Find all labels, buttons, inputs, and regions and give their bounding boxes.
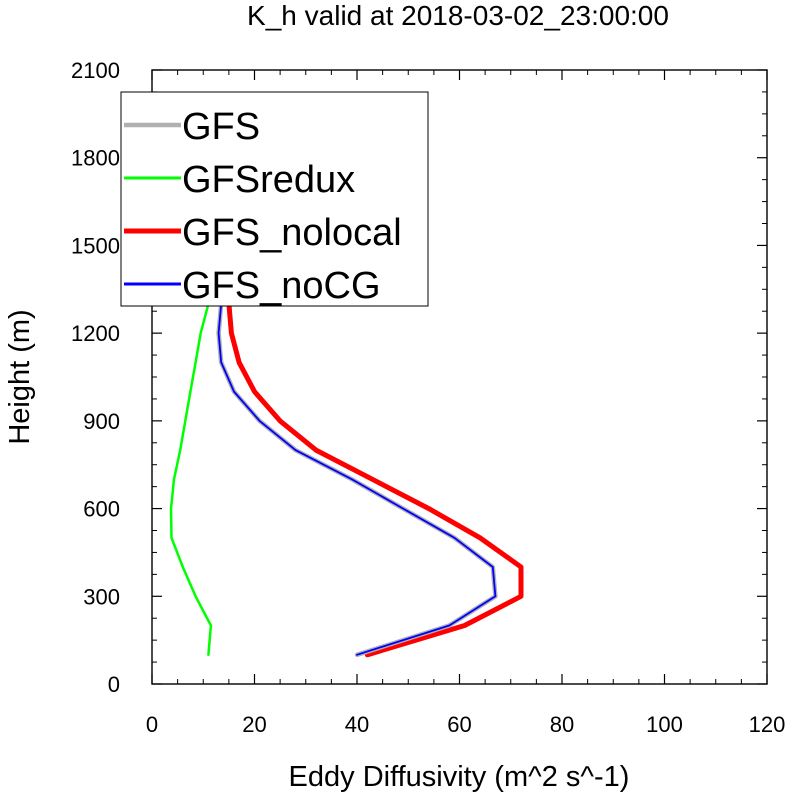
x-tick-label: 20 [242, 712, 266, 737]
y-axis-label: Height (m) [4, 309, 36, 444]
y-tick-label: 1200 [71, 321, 120, 346]
tick-layer: 0 20 40 60 80 100 1200300600900120015001800210… [71, 58, 785, 737]
legend-label: GFSredux [182, 159, 355, 201]
legend-label: GFS_noCG [182, 265, 381, 307]
y-tick-label: 900 [83, 409, 120, 434]
legend-label: GFS [182, 106, 260, 148]
y-tick-label: 1500 [71, 233, 120, 258]
legend: GFS GFSredux GFS_nolocal GFS_noCG [120, 91, 429, 307]
chart-title: K_h valid at 2018-03-02_23:00:00 [247, 0, 669, 31]
x-tick-label: 100 [646, 712, 683, 737]
x-tick-label: 80 [550, 712, 574, 737]
plot-area: 0 20 40 60 80 100 1200300600900120015001800210… [71, 58, 785, 737]
x-tick-label: 60 [447, 712, 471, 737]
legend-label: GFS_nolocal [182, 212, 402, 254]
y-tick-label: 600 [83, 497, 120, 522]
legend-box [120, 91, 429, 307]
x-tick-label: 0 [146, 712, 158, 737]
x-axis-label: Eddy Diffusivity (m^2 s^-1) [289, 761, 630, 793]
y-tick-label: 2100 [71, 58, 120, 83]
legend-entries: GFS GFSredux GFS_nolocal GFS_noCG [124, 106, 402, 307]
x-tick-label: 120 [749, 712, 786, 737]
y-tick-label: 0 [108, 672, 120, 697]
x-tick-label: 40 [345, 712, 369, 737]
y-tick-label: 1800 [71, 146, 120, 171]
y-tick-label: 300 [83, 584, 120, 609]
